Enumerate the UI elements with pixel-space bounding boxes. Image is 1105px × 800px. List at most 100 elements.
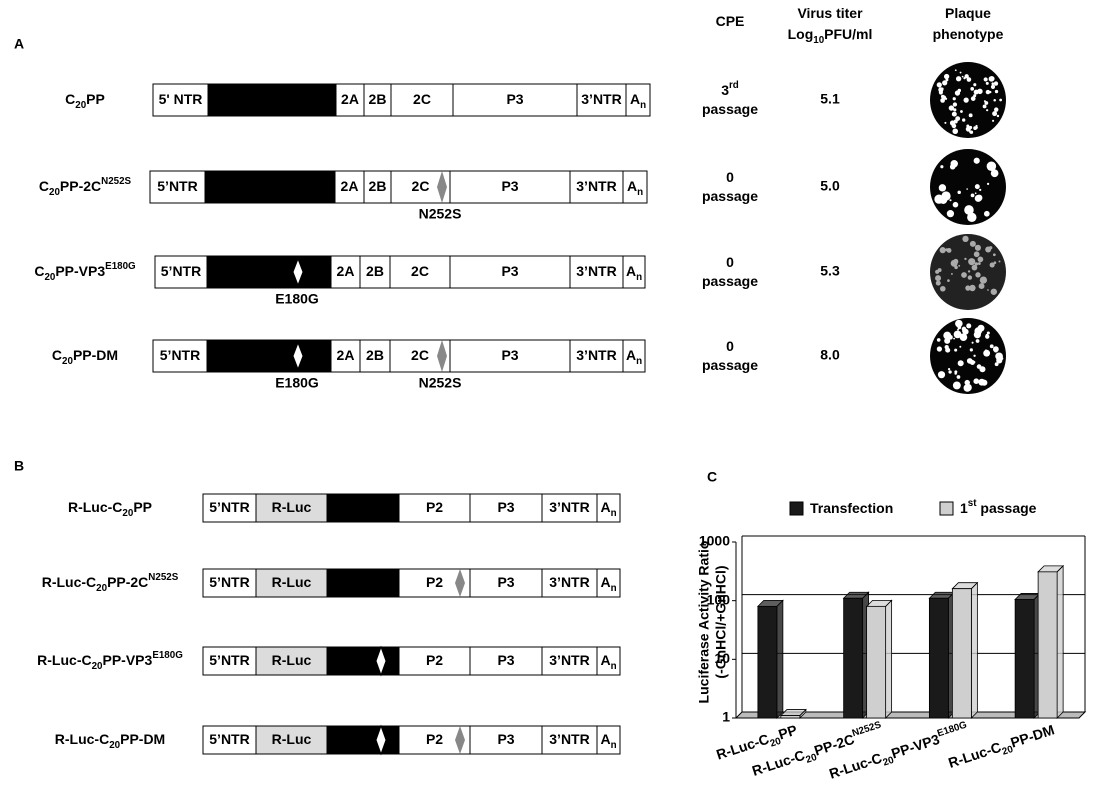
plaque-spot bbox=[991, 82, 995, 86]
segment-label: VP3 bbox=[269, 347, 296, 363]
plaque-spot bbox=[947, 367, 951, 371]
bar bbox=[843, 597, 864, 719]
genome-segment bbox=[569, 339, 624, 373]
plaque-spot bbox=[969, 348, 973, 352]
plaque-spot bbox=[970, 96, 976, 101]
genome-segment bbox=[255, 646, 328, 676]
construct-name-part: 20 bbox=[44, 272, 55, 283]
genome-segment bbox=[326, 725, 400, 755]
construct-name: R-Luc-C20PP bbox=[68, 499, 152, 519]
segment-label: 2C bbox=[412, 178, 430, 194]
genome-segment bbox=[569, 170, 624, 204]
segment-label: P2 bbox=[426, 731, 443, 747]
column-header: CPE bbox=[716, 13, 745, 29]
plaque-spot bbox=[965, 285, 971, 291]
cpe-value: passage bbox=[702, 273, 758, 289]
segment-label: P3 bbox=[501, 178, 518, 194]
segment-label-part: 3’NTR bbox=[549, 499, 589, 515]
legend-label: Transfection bbox=[810, 500, 893, 516]
segment-label-part: A bbox=[627, 178, 637, 194]
genome-segment bbox=[255, 568, 328, 598]
cpe-value: 3rd bbox=[721, 80, 739, 98]
plaque-spot bbox=[951, 111, 957, 117]
segment-label: VP4 bbox=[207, 347, 234, 363]
bar-side bbox=[885, 599, 893, 719]
segment-label-part: 3’NTR bbox=[549, 652, 589, 668]
segment-label: 3’NTR bbox=[549, 731, 589, 747]
plaque-spot bbox=[959, 71, 962, 74]
cpe-value-part: passage bbox=[702, 357, 758, 373]
titer-value: 5.3 bbox=[820, 263, 840, 279]
plaque-spot bbox=[937, 348, 941, 351]
plaque-spot bbox=[975, 339, 980, 343]
plaque-spot bbox=[968, 125, 973, 130]
plaque-spot bbox=[983, 210, 990, 217]
cpe-value: 0 bbox=[726, 169, 734, 185]
segment-label: P2 bbox=[426, 574, 443, 590]
plaque-spot bbox=[940, 98, 945, 103]
column-header-part: Virus titer bbox=[797, 5, 863, 21]
plaque-spot bbox=[955, 331, 959, 335]
construct-name-part: 20 bbox=[92, 661, 103, 672]
segment-label-part: 2A bbox=[341, 91, 359, 107]
segment-label-part: 2A bbox=[337, 263, 355, 279]
genome-segment bbox=[152, 83, 209, 117]
genome-segment bbox=[255, 725, 328, 755]
mutation-marker bbox=[292, 341, 304, 371]
plaque-spot bbox=[984, 101, 989, 105]
construct-name-part: R-Luc-C bbox=[37, 652, 91, 668]
plaque-spot bbox=[985, 89, 991, 95]
segment-label: P2 bbox=[426, 652, 443, 668]
segment-label-part: 5’NTR bbox=[209, 499, 249, 515]
plaque-spot bbox=[950, 159, 958, 168]
segment-label: P1 bbox=[354, 731, 371, 747]
segment-label: R-Luc bbox=[272, 652, 312, 668]
segment-label-part: P1 bbox=[263, 91, 280, 107]
genome-segment bbox=[596, 493, 621, 523]
construct-name-part: R-Luc-C bbox=[68, 499, 122, 515]
x-tick-label-part: R-Luc-C bbox=[946, 738, 1003, 770]
segment-label: R-Luc bbox=[272, 574, 312, 590]
construct-name-part: 20 bbox=[49, 187, 60, 198]
mutation-label: E180G bbox=[275, 375, 319, 391]
x-tick-label-part: N252S bbox=[851, 719, 883, 739]
segment-label-part: VP2 bbox=[235, 347, 262, 363]
genome-segment bbox=[596, 646, 621, 676]
plaque-spot bbox=[975, 126, 978, 130]
genome-segment bbox=[625, 83, 651, 117]
plaque-spot bbox=[986, 161, 997, 172]
plaque-spot bbox=[993, 99, 996, 102]
segment-label-part: VP1 bbox=[303, 263, 330, 279]
genome-segment bbox=[202, 493, 257, 523]
plaque-spot bbox=[962, 235, 969, 243]
plaque-spot bbox=[986, 182, 990, 185]
plaque-spot bbox=[962, 328, 969, 335]
construct-name-part: 20 bbox=[96, 583, 107, 594]
genome-segment bbox=[541, 568, 598, 598]
segment-label-part: VP1 bbox=[303, 347, 330, 363]
segment-label-part: 5’NTR bbox=[209, 731, 249, 747]
plaque-spot bbox=[979, 188, 982, 192]
construct-name: R-Luc-C20PP-VP3E180G bbox=[37, 650, 183, 672]
genome-segment bbox=[596, 725, 621, 755]
segment-label-part: 5’NTR bbox=[209, 574, 249, 590]
plaque-spot bbox=[986, 109, 989, 112]
mutation-marker bbox=[455, 726, 465, 754]
mutation-label: N252S bbox=[419, 206, 462, 222]
plaque-spot bbox=[949, 199, 952, 202]
plaque-spot bbox=[960, 110, 963, 113]
construct-name-part: C bbox=[52, 347, 62, 363]
plaque-spot bbox=[983, 349, 991, 357]
x-tick-label-part: 20 bbox=[1001, 744, 1015, 758]
segment-label: VP2 bbox=[235, 263, 262, 279]
legend-label-part: 1 bbox=[960, 500, 968, 516]
segment-label-part: n bbox=[611, 661, 617, 672]
plaque-image bbox=[930, 318, 1006, 394]
segment-label: P3 bbox=[506, 91, 523, 107]
segment-label: 3’NTR bbox=[576, 263, 616, 279]
plaque-spot bbox=[973, 354, 976, 357]
plaque-spot bbox=[974, 192, 977, 195]
plaque-dish bbox=[930, 234, 1006, 310]
plaque-spot bbox=[976, 194, 983, 202]
